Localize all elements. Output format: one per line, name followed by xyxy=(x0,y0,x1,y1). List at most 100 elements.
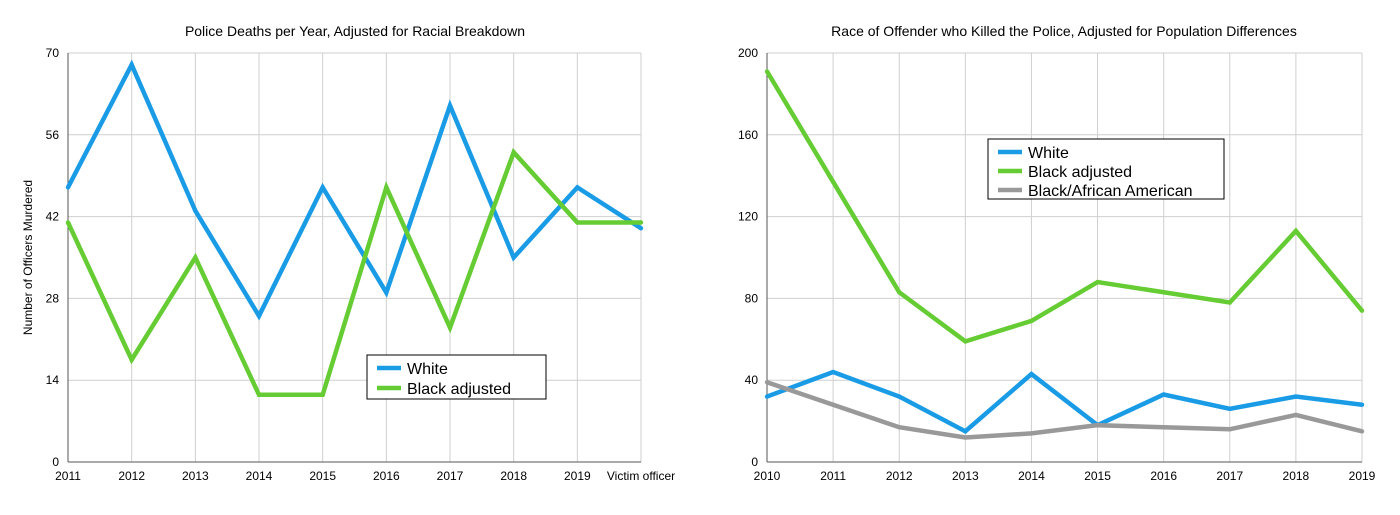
chart1-series-black-adjusted-point xyxy=(447,325,453,330)
chart1-xtick-label: 2016 xyxy=(373,469,400,483)
chart2-series-white-point xyxy=(1227,406,1232,412)
chart2: Race of Offender who Killed the Police, … xyxy=(738,23,1376,483)
chart1-series-white-point xyxy=(638,226,644,231)
chart1-xtick-label: 2018 xyxy=(500,469,527,483)
chart2-xtick-label: 2017 xyxy=(1216,469,1243,483)
chart1-series-black-adjusted-point xyxy=(575,220,580,225)
chart1-title: Police Deaths per Year, Adjusted for Rac… xyxy=(185,23,525,39)
chart2-ytick-label: 200 xyxy=(738,46,758,60)
chart2-series-black-adjusted-point xyxy=(830,179,836,185)
chart1-series-white-point xyxy=(65,185,71,190)
chart1-ylabel: Number of Officers Murdered xyxy=(21,180,35,335)
chart1-xtick-label: 2011 xyxy=(55,469,81,483)
chart1-series-black-adjusted-point xyxy=(129,357,134,362)
chart1-ytick-label: 56 xyxy=(46,128,60,142)
chart1-series-black-adjusted-point xyxy=(511,150,516,155)
chart1-legend-box xyxy=(366,354,547,400)
chart1-xtick-label: 2017 xyxy=(437,469,464,483)
chart1-series-white-point xyxy=(511,255,516,260)
chart2-series-white-point xyxy=(1359,402,1365,407)
chart2-legend: White Black adjusted Black/African America… xyxy=(987,138,1225,200)
chart2-xtick-label: 2016 xyxy=(1150,469,1177,483)
chart2-xtick-label: 2014 xyxy=(1018,469,1045,483)
chart2-series-black-african-american-point xyxy=(897,425,902,430)
chart2-title: Race of Offender who Killed the Police, … xyxy=(831,23,1297,39)
chart1-xtick-label: 2013 xyxy=(182,469,209,483)
chart2-series-white-point xyxy=(1293,394,1299,399)
chart1-series-black-adjusted-point xyxy=(638,220,644,225)
chart1-xtick-label: 2015 xyxy=(309,469,336,483)
chart2-legend-box xyxy=(987,138,1225,200)
chart2-series-black-african-american-line xyxy=(766,380,1363,440)
chart2-legend-label-white: White xyxy=(1028,145,1069,162)
chart1-legend: White Black adjusted xyxy=(366,354,547,400)
chart1-legend-label-white: White xyxy=(407,361,448,378)
chart2-xtick-label: 2019 xyxy=(1349,469,1376,483)
chart2-series-black-african-american-point xyxy=(1293,412,1299,418)
chart2-series-black-adjusted-point xyxy=(1161,290,1166,295)
chart2-xtick-label: 2013 xyxy=(952,469,979,483)
chart2-series-white-point xyxy=(1029,371,1034,377)
chart1-series-black-adjusted-point xyxy=(384,185,389,190)
chart2-ytick-label: 120 xyxy=(738,210,758,224)
chart2-ytick-label: 40 xyxy=(745,373,759,387)
chart2-series-black-adjusted-point xyxy=(1095,279,1100,285)
chart1-series-white-point xyxy=(256,313,262,319)
chart2-series-black-african-american-point xyxy=(1095,422,1100,428)
chart2-ytick-label: 0 xyxy=(751,455,758,469)
chart1-series-black-adjusted-point xyxy=(320,392,325,398)
chart1-xtick-label: Victim officer xyxy=(607,469,675,483)
chart2-series-white-line xyxy=(766,369,1363,435)
chart2-series-black-african-american-point xyxy=(1227,427,1232,432)
chart1-series-white-point xyxy=(193,208,198,213)
chart2-series-black-african-american-point xyxy=(1161,425,1166,430)
chart1-series-black-adjusted-line xyxy=(65,148,641,398)
chart1: Police Deaths per Year, Adjusted for Rac… xyxy=(21,23,675,483)
chart2-xtick-label: 2010 xyxy=(754,469,781,483)
chart2-series-black-adjusted-point xyxy=(963,339,968,344)
chart1-ytick-label: 14 xyxy=(46,373,60,387)
chart2-series-black-adjusted-point xyxy=(764,69,770,74)
chart2-xtick-label: 2018 xyxy=(1283,469,1310,483)
chart2-series-white-point xyxy=(1161,392,1166,397)
chart2-series-black-adjusted-point xyxy=(1227,300,1232,305)
chart2-ytick-label: 80 xyxy=(745,291,759,305)
chart1-legend-label-black-adjusted: Black adjusted xyxy=(407,381,511,398)
chart1-series-white-line xyxy=(66,59,643,321)
chart2-series-white-point xyxy=(830,369,836,375)
chart2-series-black-african-american-point xyxy=(963,435,968,440)
chart2-series-white-point xyxy=(897,394,902,399)
chart1-ytick-label: 0 xyxy=(52,455,59,469)
chart2-series-black-adjusted-point xyxy=(1293,228,1299,234)
chart2-series-black-adjusted-point xyxy=(1359,308,1365,313)
chart2-series-black-african-american-point xyxy=(1359,429,1365,434)
chart2-series-black-adjusted-point xyxy=(897,290,902,295)
chart2-xtick-label: 2012 xyxy=(886,469,913,483)
chart1-xtick-label: 2014 xyxy=(246,469,273,483)
chart2-series-black-african-american-point xyxy=(1029,431,1034,436)
chart1-ytick-label: 70 xyxy=(46,46,60,60)
chart1-series-white-point xyxy=(384,290,389,295)
chart2-xtick-label: 2015 xyxy=(1084,469,1111,483)
chart2-series-white-point xyxy=(764,394,770,399)
chart2-series-black-adjusted-line xyxy=(765,70,1364,344)
chart1-ytick-label: 28 xyxy=(46,291,60,305)
chart1-series-white-point xyxy=(447,103,453,108)
chart2-legend-label-black-african-american: Black/African American xyxy=(1028,183,1193,200)
chart2-xtick-label: 2011 xyxy=(820,469,846,483)
chart1-series-black-adjusted-point xyxy=(65,220,71,225)
chart2-ytick-label: 160 xyxy=(738,128,758,142)
chart1-series-black-adjusted-point xyxy=(193,255,198,260)
chart2-series-black-adjusted-point xyxy=(1029,318,1034,324)
chart1-ytick-label: 42 xyxy=(46,210,60,224)
chart2-series-black-african-american-point xyxy=(830,402,836,407)
chart2-legend-label-black-adjusted: Black adjusted xyxy=(1028,164,1132,181)
chart1-series-black-adjusted-point xyxy=(256,392,262,398)
chart1-series-white-point xyxy=(320,185,325,190)
chart1-series-white-point xyxy=(575,185,580,190)
chart1-series-white-point xyxy=(129,62,134,67)
chart1-xtick-label: 2019 xyxy=(564,469,591,483)
chart2-series-white-point xyxy=(963,429,968,434)
chart1-xtick-label: 2012 xyxy=(118,469,145,483)
